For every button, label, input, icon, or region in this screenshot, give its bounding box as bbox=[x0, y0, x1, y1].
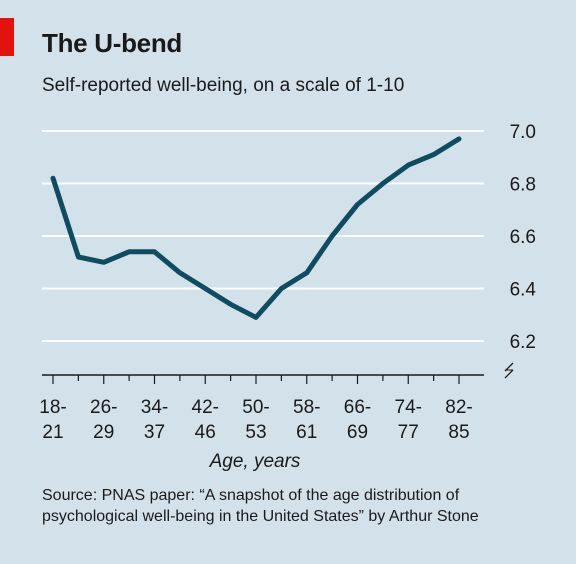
x-tick-label: 29 bbox=[93, 422, 114, 443]
y-tick-label: 6.4 bbox=[510, 280, 537, 301]
x-axis-label: Age, years bbox=[209, 451, 301, 472]
chart-title: The U-bend bbox=[42, 28, 182, 58]
y-tick-label: 7.0 bbox=[510, 122, 536, 143]
x-tick-label: 34- bbox=[141, 397, 168, 418]
x-tick-label: 69 bbox=[347, 422, 368, 443]
x-tick-label: 26- bbox=[90, 397, 117, 418]
x-tick-label: 37 bbox=[144, 422, 165, 443]
brand-tag bbox=[0, 18, 14, 56]
series-line bbox=[50, 136, 462, 320]
x-tick-label: 50- bbox=[242, 397, 269, 418]
y-tick-label: 6.2 bbox=[510, 332, 536, 353]
x-tick-label: 21 bbox=[42, 422, 63, 443]
chart-subtitle: Self-reported well-being, on a scale of … bbox=[42, 75, 405, 96]
x-tick-label: 82- bbox=[445, 397, 472, 418]
x-tick-label: 58- bbox=[293, 397, 320, 418]
x-tick-label: 46 bbox=[195, 422, 216, 443]
source-note: Source: PNAS paper: “A snapshot of the a… bbox=[42, 487, 479, 525]
series-layer bbox=[50, 136, 462, 320]
x-tick-label: 53 bbox=[245, 422, 266, 443]
x-tick-label: 42- bbox=[192, 397, 219, 418]
y-tick-label: 6.8 bbox=[510, 175, 536, 196]
axis-break-icon bbox=[504, 362, 514, 379]
gridlines bbox=[42, 130, 484, 342]
x-tick-label: 18- bbox=[39, 397, 66, 418]
x-tick-label: 85 bbox=[448, 422, 469, 443]
x-tick-label: 74- bbox=[395, 397, 422, 418]
y-axis-ticks: 6.2 6.4 6.6 6.8 7.0 bbox=[510, 122, 537, 353]
x-tick-label: 77 bbox=[398, 422, 419, 443]
y-tick-label: 6.6 bbox=[510, 227, 536, 248]
x-axis-ticks: 18- 21 26- 29 34- 37 42- 46 50- 53 58- 61 66- 69 74- 77… bbox=[39, 375, 473, 443]
x-axis bbox=[42, 362, 514, 379]
x-tick-label: 61 bbox=[296, 422, 317, 443]
axis-break-stroke bbox=[504, 369, 514, 379]
x-tick-label: 66- bbox=[344, 397, 371, 418]
